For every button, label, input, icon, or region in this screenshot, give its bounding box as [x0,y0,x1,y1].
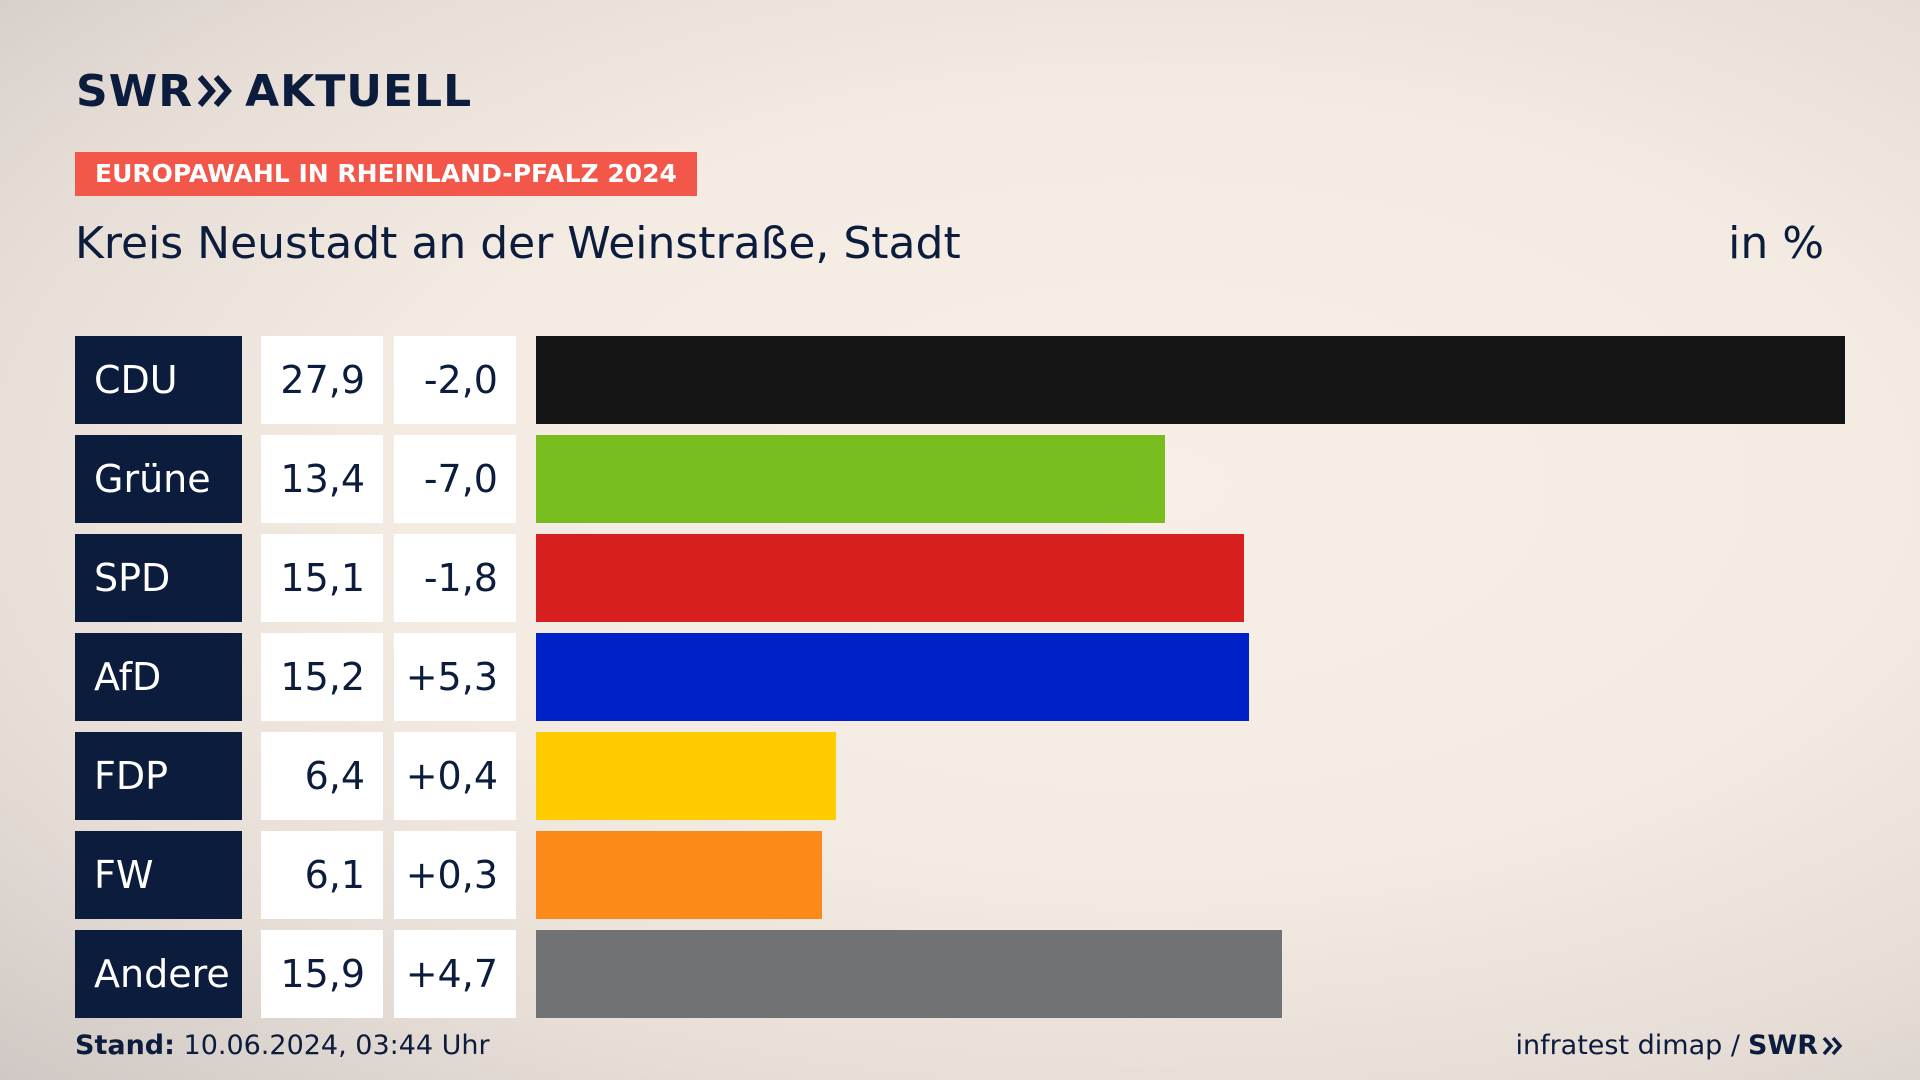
bar [536,831,822,919]
value-label: 6,4 [261,732,383,820]
source-text: infratest dimap / [1515,1030,1740,1061]
chart-row: FW 6,1 +0,3 [75,831,1845,919]
bar [536,435,1165,523]
chart-row: SPD 15,1 -1,8 [75,534,1845,622]
swr-aktuell-logo: SWR AKTUELL [76,65,473,117]
change-label: +0,3 [394,831,516,919]
bar [536,732,836,820]
change-label: -1,8 [394,534,516,622]
bar [536,633,1249,721]
timestamp: Stand: 10.06.2024, 03:44 Uhr [75,1030,490,1061]
change-label: +0,4 [394,732,516,820]
bar [536,930,1282,1018]
source-brand: SWR [1748,1030,1844,1061]
party-label: CDU [75,336,242,424]
logo-swr-text: SWR [76,65,194,117]
results-chart: CDU 27,9 -2,0 Grüne 13,4 -7,0 SPD 15,1 -1,8 AfD 15… [75,336,1845,1029]
timestamp-value: 10.06.2024, 03:44 Uhr [183,1030,490,1061]
chart-row: FDP 6,4 +0,4 [75,732,1845,820]
chart-row: AfD 15,2 +5,3 [75,633,1845,721]
election-badge: EUROPAWAHL IN RHEINLAND-PFALZ 2024 [75,152,697,196]
source-credit: infratest dimap / SWR [1515,1030,1844,1061]
change-label: -2,0 [394,336,516,424]
value-label: 15,2 [261,633,383,721]
double-chevron-right-icon [1822,1036,1843,1055]
logo-aktuell-text: AKTUELL [245,65,473,117]
party-label: AfD [75,633,242,721]
party-label: FW [75,831,242,919]
timestamp-label: Stand: [75,1030,175,1061]
bar [536,336,1845,424]
change-label: -7,0 [394,435,516,523]
change-label: +4,7 [394,930,516,1018]
value-label: 27,9 [261,336,383,424]
double-chevron-right-icon [197,75,233,107]
source-brand-text: SWR [1747,1030,1818,1061]
chart-row: CDU 27,9 -2,0 [75,336,1845,424]
value-label: 6,1 [261,831,383,919]
bar [536,534,1244,622]
value-label: 15,1 [261,534,383,622]
party-label: FDP [75,732,242,820]
value-label: 15,9 [261,930,383,1018]
party-label: Grüne [75,435,242,523]
chart-row: Andere 15,9 +4,7 [75,930,1845,1018]
chart-row: Grüne 13,4 -7,0 [75,435,1845,523]
change-label: +5,3 [394,633,516,721]
chart-subtitle: Kreis Neustadt an der Weinstraße, Stadt [75,218,961,269]
value-label: 13,4 [261,435,383,523]
party-label: Andere [75,930,242,1018]
unit-label: in % [1728,218,1824,269]
party-label: SPD [75,534,242,622]
